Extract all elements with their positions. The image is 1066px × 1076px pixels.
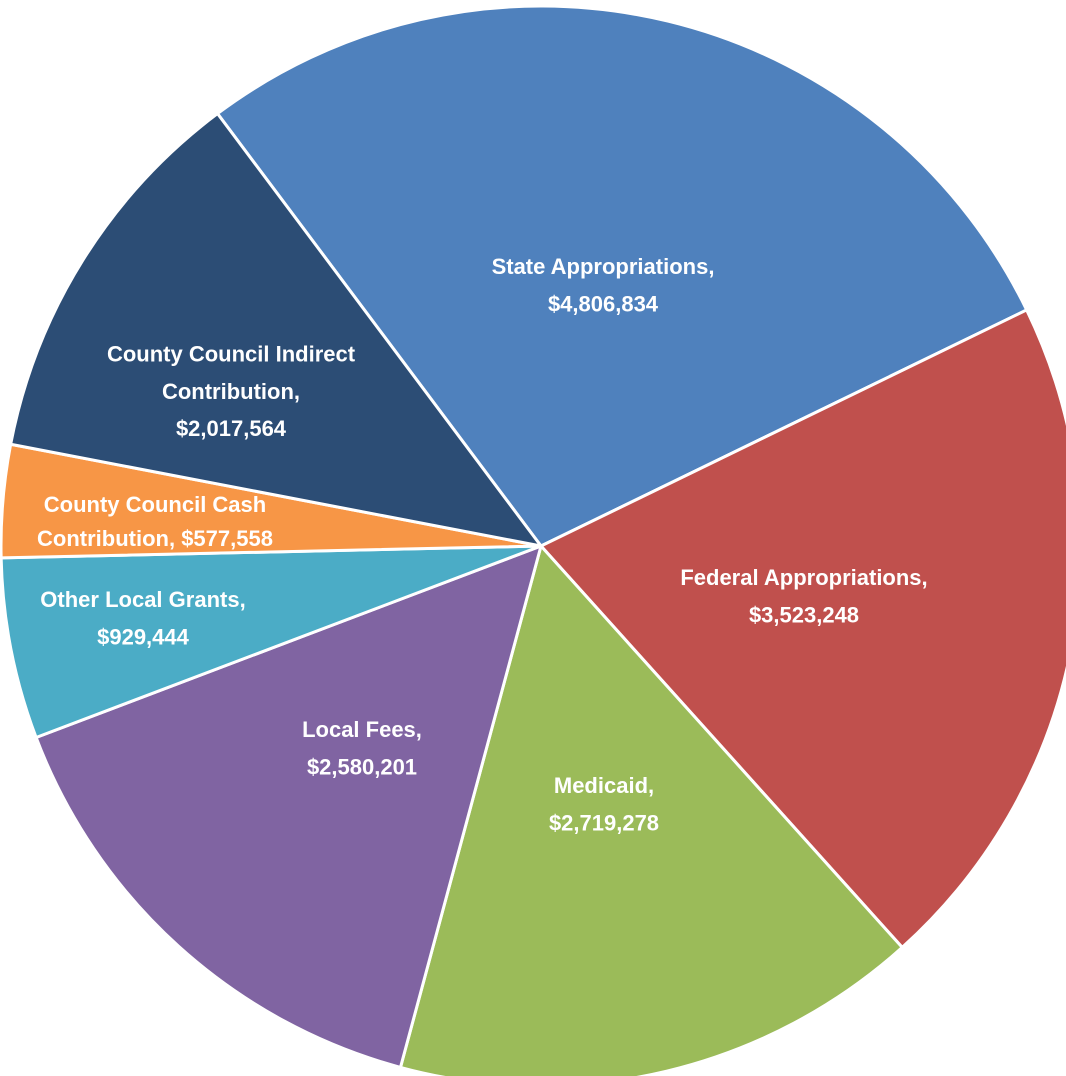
data-label: $3,523,248: [749, 603, 859, 628]
pie-slice: [8, 111, 545, 549]
data-label: State Appropriations,: [492, 254, 715, 279]
data-label: County Council Indirect: [107, 341, 356, 366]
data-label: $2,580,201: [307, 755, 417, 780]
data-label: Other Local Grants,: [40, 587, 245, 612]
data-label: Contribution, $577,558: [37, 526, 273, 551]
data-label: Medicaid,: [554, 773, 654, 798]
data-label: Local Fees,: [302, 717, 422, 742]
data-label: County Council Cash: [44, 492, 266, 517]
data-label: $2,719,278: [549, 811, 659, 836]
data-label: Federal Appropriations,: [680, 565, 927, 590]
data-label: Contribution,: [162, 379, 300, 404]
pie-slice: [34, 543, 544, 1070]
pie-slice: [0, 544, 542, 740]
data-label: $2,017,564: [176, 416, 287, 441]
data-label: $929,444: [97, 625, 190, 650]
data-label: $4,806,834: [548, 292, 659, 317]
pie-slice: [215, 4, 1029, 548]
pie-slice: [398, 542, 905, 1076]
pie-slice: [538, 307, 1066, 950]
